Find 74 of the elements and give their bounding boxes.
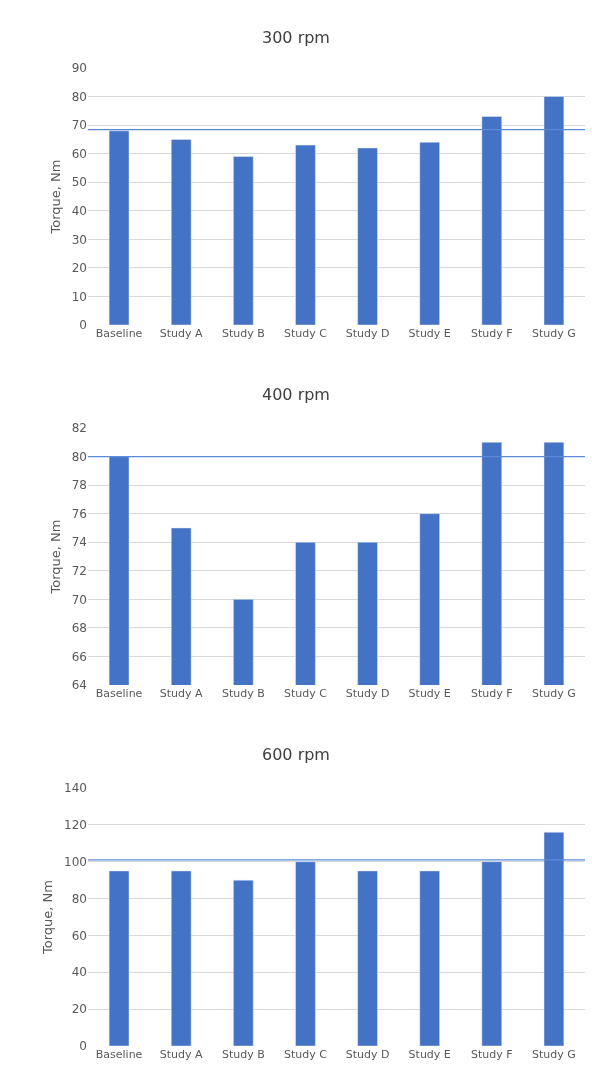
y-tick-label: 50	[71, 175, 87, 190]
y-tick-label: 0	[79, 1039, 87, 1054]
y-tick-label: 82	[71, 421, 87, 436]
x-tick-label: Study B	[221, 687, 265, 700]
bar	[295, 861, 316, 1046]
x-tick-label: Study C	[283, 687, 328, 700]
x-tick-label: Study G	[532, 687, 576, 700]
y-tick-label: 40	[71, 203, 87, 218]
x-tick-label: Study D	[345, 687, 390, 700]
y-tick-label: 100	[64, 854, 87, 869]
bar	[419, 141, 440, 325]
x-tick-label: Study E	[408, 327, 451, 340]
y-tick-label: 78	[71, 478, 87, 493]
bar	[108, 870, 130, 1046]
x-tick-label: Baseline	[95, 687, 143, 700]
bar	[481, 116, 502, 325]
bar	[108, 130, 130, 325]
x-tick-label: Study D	[345, 327, 390, 340]
x-tick-label: Study G	[532, 327, 576, 340]
bar	[543, 831, 565, 1046]
chart-title: 300 rpm	[262, 28, 330, 47]
x-tick-label: Baseline	[95, 327, 143, 340]
bar	[233, 156, 254, 325]
y-axis-title: Torque, Nm	[47, 519, 63, 595]
y-tick-label: 60	[71, 146, 87, 161]
x-tick-label: Study G	[532, 1048, 576, 1061]
y-axis-title: Torque, Nm	[47, 159, 63, 235]
x-tick-label: Study B	[221, 1048, 265, 1061]
bar	[419, 870, 440, 1046]
chart-title: 400 rpm	[262, 385, 330, 404]
y-tick-label: 70	[71, 592, 87, 607]
bar	[171, 139, 192, 325]
y-tick-label: 76	[71, 506, 87, 521]
x-tick-label: Baseline	[95, 1048, 143, 1061]
y-tick-label: 40	[71, 965, 87, 980]
x-tick-label: Study F	[471, 687, 513, 700]
bar	[481, 861, 502, 1046]
y-tick-label: 74	[71, 535, 87, 550]
y-tick-label: 30	[71, 232, 87, 247]
bar	[295, 144, 316, 325]
x-tick-label: Study E	[408, 687, 451, 700]
y-tick-label: 70	[71, 118, 87, 133]
y-tick-label: 68	[71, 621, 87, 636]
x-tick-label: Study C	[283, 327, 328, 340]
y-tick-label: 20	[71, 261, 87, 276]
y-tick-label: 66	[71, 649, 87, 664]
x-tick-label: Study F	[471, 327, 513, 340]
y-tick-label: 120	[64, 818, 87, 833]
y-tick-label: 0	[79, 318, 87, 333]
bar	[357, 870, 378, 1046]
y-axis-title: Torque, Nm	[40, 880, 56, 955]
y-tick-label: 72	[71, 563, 87, 578]
x-tick-label: Study A	[159, 1048, 204, 1061]
y-tick-label: 60	[71, 928, 87, 943]
bar	[171, 870, 192, 1046]
x-tick-label: Study F	[471, 1048, 513, 1061]
x-tick-label: Study A	[159, 327, 204, 340]
y-tick-label: 20	[71, 1002, 87, 1017]
x-tick-label: Study A	[159, 687, 204, 700]
x-tick-label: Study D	[345, 1048, 390, 1061]
bar	[543, 96, 565, 325]
y-tick-label: 80	[71, 89, 87, 104]
y-tick-label: 80	[71, 891, 87, 906]
chart-title: 600 rpm	[262, 745, 330, 764]
bar	[233, 879, 254, 1046]
y-tick-label: 64	[71, 678, 87, 693]
x-tick-label: Study B	[221, 327, 265, 340]
y-tick-label: 90	[71, 61, 87, 76]
y-tick-label: 80	[71, 449, 87, 464]
y-tick-label: 140	[64, 781, 87, 796]
bar	[357, 147, 378, 325]
x-tick-label: Study E	[408, 1048, 451, 1061]
x-tick-label: Study C	[283, 1048, 328, 1061]
y-tick-label: 10	[71, 289, 87, 304]
